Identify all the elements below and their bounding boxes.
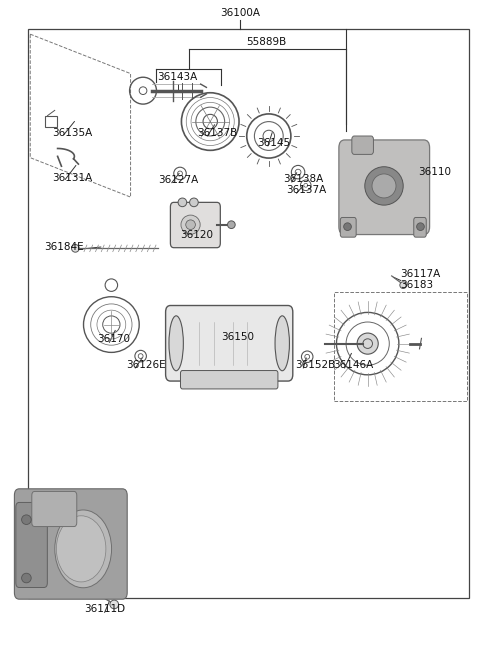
FancyBboxPatch shape: [180, 371, 278, 389]
Ellipse shape: [344, 223, 351, 231]
Text: 36117A: 36117A: [400, 269, 440, 279]
Text: 36138A: 36138A: [283, 174, 324, 184]
Text: 36126E: 36126E: [126, 360, 166, 370]
Ellipse shape: [22, 515, 31, 524]
FancyBboxPatch shape: [339, 140, 430, 235]
FancyBboxPatch shape: [16, 503, 48, 587]
Text: 36152B: 36152B: [295, 360, 336, 370]
Ellipse shape: [178, 198, 187, 207]
Text: 36127A: 36127A: [158, 175, 199, 185]
Ellipse shape: [372, 174, 396, 198]
Ellipse shape: [190, 198, 198, 207]
Bar: [334, 292, 467, 401]
Ellipse shape: [365, 167, 403, 205]
Ellipse shape: [55, 510, 111, 588]
Ellipse shape: [72, 244, 79, 252]
Bar: [45, 116, 57, 127]
Text: 36120: 36120: [180, 230, 213, 240]
Bar: [28, 29, 469, 598]
Text: 36170: 36170: [97, 334, 130, 344]
Text: 36100A: 36100A: [220, 9, 260, 18]
FancyBboxPatch shape: [340, 217, 356, 237]
Ellipse shape: [181, 215, 200, 235]
FancyBboxPatch shape: [352, 136, 373, 154]
Text: 36145: 36145: [257, 138, 290, 148]
Ellipse shape: [186, 220, 195, 229]
Text: 36111D: 36111D: [84, 604, 125, 614]
FancyBboxPatch shape: [414, 217, 426, 237]
Text: 36183: 36183: [400, 281, 433, 290]
FancyBboxPatch shape: [14, 489, 127, 599]
Ellipse shape: [400, 282, 407, 288]
FancyBboxPatch shape: [32, 491, 77, 526]
Text: 36150: 36150: [221, 332, 254, 342]
Ellipse shape: [110, 600, 119, 609]
Ellipse shape: [357, 333, 378, 354]
Text: 36146A: 36146A: [334, 360, 374, 370]
Text: 36131A: 36131A: [52, 173, 92, 183]
Text: 36143A: 36143A: [157, 72, 198, 82]
Ellipse shape: [417, 223, 424, 231]
Text: 36135A: 36135A: [52, 128, 92, 138]
FancyBboxPatch shape: [166, 306, 293, 381]
Text: 36184E: 36184E: [44, 242, 84, 252]
Ellipse shape: [275, 316, 289, 371]
Text: 36137B: 36137B: [197, 128, 237, 138]
Ellipse shape: [22, 573, 31, 583]
Text: 36137A: 36137A: [286, 185, 326, 195]
Ellipse shape: [228, 221, 235, 229]
Ellipse shape: [56, 516, 106, 582]
Text: 55889B: 55889B: [246, 37, 287, 47]
Text: FR.: FR.: [20, 583, 41, 593]
Text: 36110: 36110: [419, 168, 452, 177]
FancyBboxPatch shape: [170, 202, 220, 248]
Ellipse shape: [169, 316, 183, 371]
